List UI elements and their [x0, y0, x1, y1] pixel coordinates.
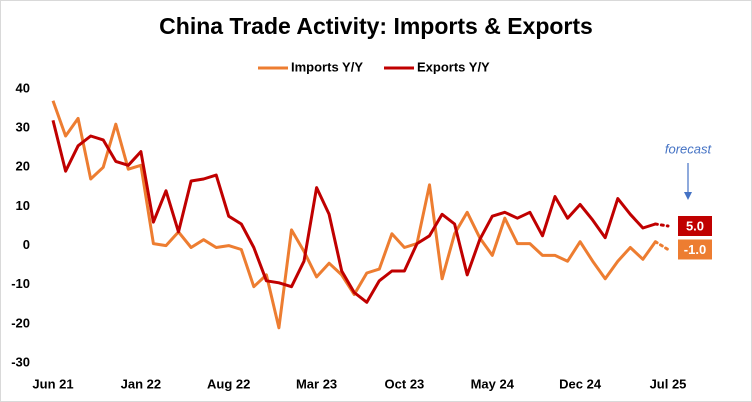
y-tick-label: 30: [16, 120, 30, 135]
forecast-line: [653, 240, 670, 251]
legend-label: Imports Y/Y: [291, 59, 363, 74]
line-series: [51, 119, 656, 304]
value-label: 5.0: [686, 218, 704, 233]
x-tick-label: Jun 21: [32, 376, 73, 391]
value-label-box: [678, 216, 712, 236]
y-tick-label: 40: [16, 80, 30, 95]
x-tick-label: Oct 23: [385, 376, 425, 391]
y-tick-label: 20: [16, 159, 30, 174]
x-tick-label: Jul 25: [650, 376, 687, 391]
x-tick-label: May 24: [471, 376, 515, 391]
legend-label: Exports Y/Y: [417, 59, 490, 74]
line-series: [51, 100, 657, 330]
value-label-box: [678, 239, 712, 260]
value-label: -1.0: [684, 242, 706, 257]
annotation-arrowhead: [684, 192, 692, 200]
x-tick-label: Mar 23: [296, 376, 337, 391]
x-tick-label: Dec 24: [559, 376, 602, 391]
annotation: forecast: [665, 141, 713, 156]
y-tick-label: -10: [11, 276, 30, 291]
x-tick-label: Jan 22: [121, 376, 161, 391]
forecast-line: [653, 222, 670, 228]
x-tick-label: Aug 22: [207, 376, 250, 391]
chart-title: China Trade Activity: Imports & Exports: [159, 13, 593, 39]
y-tick-label: -20: [11, 315, 30, 330]
y-tick-label: 10: [16, 198, 30, 213]
y-tick-label: -30: [11, 354, 30, 369]
y-tick-label: 0: [23, 237, 30, 252]
